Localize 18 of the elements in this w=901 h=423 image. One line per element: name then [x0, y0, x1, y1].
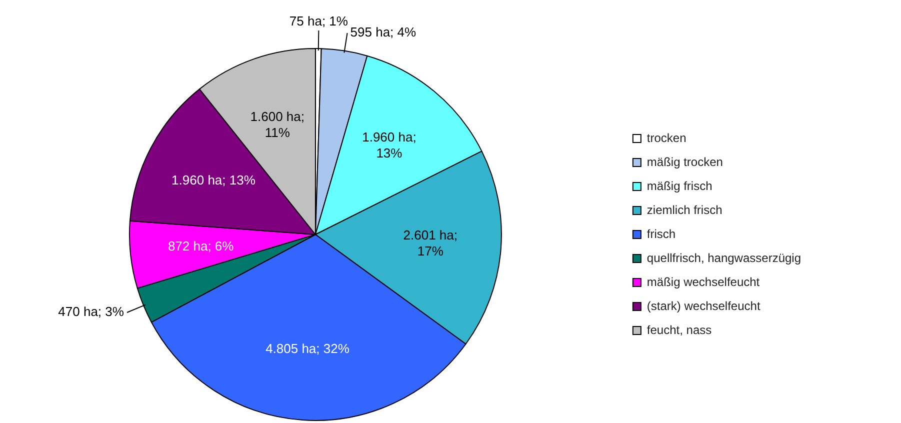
data-label: 2.601 ha; 17% — [403, 228, 458, 259]
legend-label: feucht, nass — [646, 322, 712, 337]
data-label: 1.960 ha; 13% — [172, 172, 256, 188]
data-label: 1.960 ha; 13% — [362, 129, 416, 160]
data-label: 470 ha; 3% — [58, 304, 124, 320]
legend-label: mäßig wechselfeucht — [646, 274, 760, 289]
legend-label: (stark) wechselfeucht — [646, 298, 761, 313]
legend-label: frisch — [646, 226, 676, 241]
data-label: 4.805 ha; 32% — [266, 341, 350, 356]
legend-label: mäßig frisch — [646, 178, 712, 193]
legend-label: quellfrisch, hangwasserzügig — [646, 250, 802, 265]
data-label: 1.600 ha; 11% — [250, 109, 304, 140]
data-label: 75 ha; 1% — [289, 14, 348, 29]
legend-label: mäßig trocken — [646, 154, 723, 169]
data-label: 872 ha; 6% — [168, 238, 234, 254]
legend-label: trocken — [646, 130, 686, 145]
data-label: 595 ha; 4% — [350, 24, 417, 40]
legend-label: ziemlich frisch — [646, 202, 722, 217]
